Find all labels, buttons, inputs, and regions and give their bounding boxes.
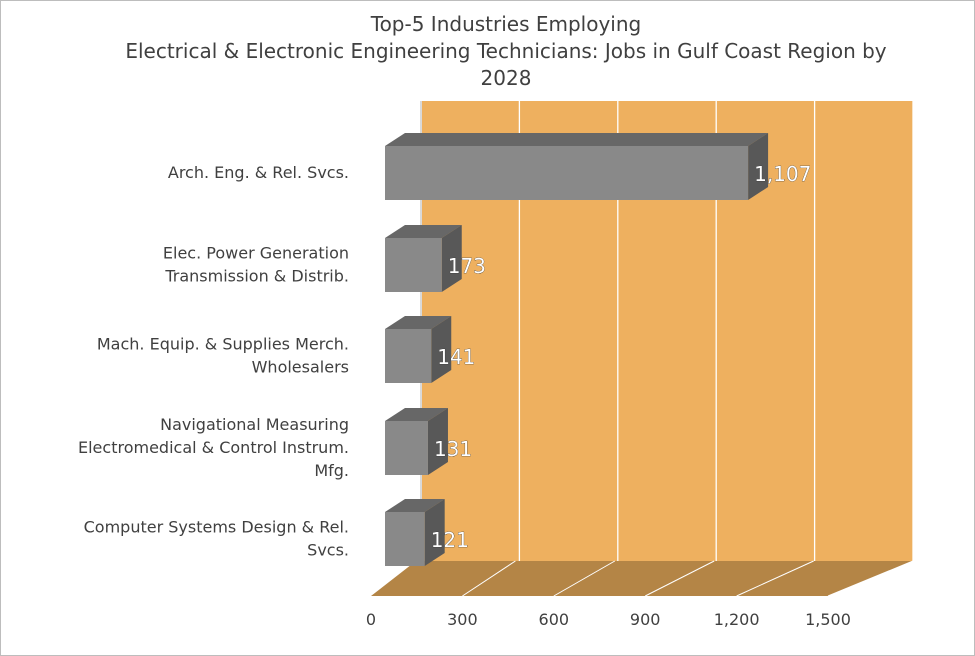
- bar-side-face: [431, 316, 452, 383]
- category-label: Computer Systems Design & Rel.: [84, 518, 349, 537]
- chart-title: Top-5 Industries Employing Electrical & …: [125, 12, 887, 90]
- floor-gridline: [644, 560, 715, 597]
- floor-gridline: [462, 560, 516, 597]
- category-label: Transmission & Distrib.: [164, 267, 349, 286]
- x-tick-label: 300: [447, 610, 478, 629]
- bar-front-face: [385, 329, 432, 383]
- bar-top-face: [385, 316, 452, 329]
- floor: [371, 561, 913, 596]
- x-tick-label: 1,500: [805, 610, 851, 629]
- x-tick-label: 900: [630, 610, 661, 629]
- floor-gridline: [553, 560, 616, 597]
- data-label: 141: [437, 345, 475, 369]
- bar-top-face: [385, 225, 462, 238]
- category-label: Mfg.: [314, 461, 349, 480]
- bar-top-face: [385, 499, 445, 512]
- bar-front-face: [385, 421, 428, 475]
- category-label: Mach. Equip. & Supplies Merch.: [97, 335, 349, 354]
- data-label: 121: [431, 528, 469, 552]
- bar-side-face: [441, 225, 462, 292]
- category-label: Svcs.: [307, 541, 349, 560]
- bar-top-face: [385, 133, 769, 146]
- x-tick-label: 0: [366, 610, 376, 629]
- bar-1: [385, 133, 769, 200]
- bar-2: [385, 225, 462, 292]
- floor-gridline: [736, 560, 814, 597]
- data-label: 1,107: [754, 162, 811, 186]
- x-tick-label: 1,200: [714, 610, 760, 629]
- category-label: Navigational Measuring: [160, 415, 349, 434]
- bar-5: [385, 499, 445, 566]
- bar-front-face: [385, 238, 442, 292]
- category-label: Elec. Power Generation: [163, 244, 349, 263]
- bar-side-face: [748, 133, 769, 200]
- bar-3: [385, 316, 452, 383]
- data-label: 173: [448, 254, 486, 278]
- bar-top-face: [385, 408, 448, 421]
- bar-4: [385, 408, 448, 475]
- category-label: Electromedical & Control Instrum.: [78, 438, 349, 457]
- category-label: Wholesalers: [252, 358, 349, 377]
- data-label: 131: [434, 437, 472, 461]
- category-label: Arch. Eng. & Rel. Svcs.: [168, 163, 349, 182]
- bar-front-face: [385, 512, 425, 566]
- bar-front-face: [385, 146, 749, 200]
- bar-side-face: [427, 408, 448, 475]
- x-tick-label: 600: [539, 610, 570, 629]
- bar-side-face: [424, 499, 445, 566]
- floor-gridline: [827, 560, 914, 597]
